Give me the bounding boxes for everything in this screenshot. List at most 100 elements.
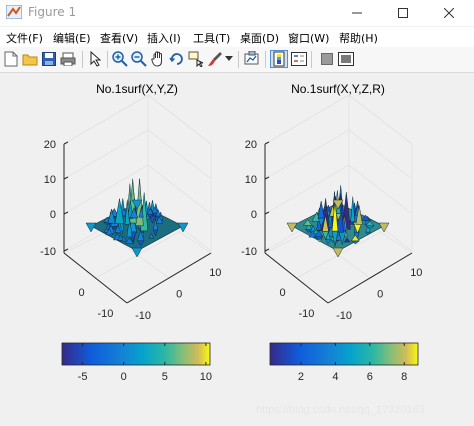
minimize-button[interactable]	[334, 0, 380, 26]
z-tick-mark	[63, 248, 69, 252]
zoom-out-icon[interactable]	[130, 50, 148, 68]
surface-spike	[350, 196, 356, 223]
colorbar-tick-label: -5	[78, 371, 88, 383]
colorbar-tick-label: 4	[332, 371, 338, 383]
surface-spike	[355, 205, 363, 225]
colorbar-right[interactable]: 2 4 6 8	[269, 342, 419, 383]
z-tick-mark	[63, 176, 69, 180]
window-title: Figure 1	[28, 5, 77, 19]
x-axis-line	[126, 252, 212, 304]
surface-spike	[305, 229, 313, 234]
surface-spike	[177, 222, 189, 233]
z-tick-label: 20	[44, 139, 56, 151]
surface-spike	[332, 247, 344, 258]
surface-spike	[146, 213, 154, 218]
x-tick-label: 10	[209, 267, 221, 279]
z-tick-label: 0	[251, 209, 257, 221]
surface-spike	[332, 199, 344, 210]
menu-view[interactable]: 查看(V)	[100, 32, 139, 45]
open-file-icon[interactable]	[21, 50, 39, 68]
surface-axes-left[interactable]: No.1surf(X,Y,Z) 20 10 0 -10 0 -10 10 0 -10	[40, 82, 221, 322]
colorbar-tick-label: 8	[401, 371, 407, 383]
grid-line	[264, 129, 413, 180]
x-tick-label: -10	[336, 310, 352, 322]
link-plot-icon[interactable]	[243, 50, 261, 68]
z-tick-mark	[63, 211, 69, 215]
surface-spike	[105, 228, 114, 236]
menu-help[interactable]: 帮助(H)	[339, 32, 378, 45]
x-axis-line	[327, 252, 413, 304]
colorbar-left[interactable]: -5 0 5 10	[61, 342, 212, 383]
title-bar: Figure 1	[0, 0, 474, 26]
menu-edit[interactable]: 编辑(E)	[53, 32, 91, 45]
surface-spike	[148, 232, 155, 239]
surface-spike	[286, 222, 298, 233]
colorbar-tick-label: 0	[121, 371, 127, 383]
surface-axes-right[interactable]: No.1surf(X,Y,Z,R) 20 10 0 -10 0 -10 10 0 -10	[241, 82, 422, 322]
surface-spike	[129, 207, 139, 219]
menu-insert[interactable]: 插入(I)	[147, 32, 181, 45]
minimize-icon	[352, 12, 362, 14]
surface-spike	[114, 224, 122, 233]
matlab-logo-icon	[6, 5, 22, 19]
grid-line	[63, 129, 212, 180]
y-tick-label: 0	[279, 287, 285, 299]
z-tick-mark	[63, 141, 69, 145]
insert-colorbar-icon[interactable]	[270, 50, 288, 68]
surface-spike	[378, 222, 390, 233]
brush-icon[interactable]	[206, 50, 224, 68]
menu-file[interactable]: 文件(F)	[6, 32, 43, 45]
maximize-button[interactable]	[380, 0, 426, 26]
hide-plot-tools-icon[interactable]	[318, 50, 336, 68]
surface-spike	[325, 239, 331, 245]
maximize-icon	[398, 8, 408, 18]
colorbar-tick-label: 10	[200, 371, 212, 383]
surface-spike	[114, 198, 125, 224]
menu-bar: 文件(F) 编辑(E) 查看(V) 插入(I) 工具(T) 桌面(D) 窗口(W…	[0, 27, 474, 47]
grid-line	[264, 201, 413, 252]
surface-spike	[124, 199, 130, 225]
plot-title: No.1surf(X,Y,Z)	[96, 82, 178, 96]
show-plot-tools-icon[interactable]	[337, 50, 355, 68]
grid-line	[63, 201, 212, 252]
save-icon[interactable]	[40, 50, 58, 68]
z-tick-mark	[264, 248, 270, 252]
surface-spike	[313, 236, 324, 241]
grid-line	[264, 164, 413, 215]
edit-plot-icon[interactable]	[86, 50, 104, 68]
toolbar-separator	[265, 51, 266, 68]
zoom-in-icon[interactable]	[111, 50, 129, 68]
insert-legend-icon[interactable]	[290, 50, 308, 68]
menu-tools[interactable]: 工具(T)	[193, 32, 231, 45]
menu-desktop[interactable]: 桌面(D)	[240, 32, 280, 45]
surface-spike	[364, 225, 375, 229]
pan-icon[interactable]	[149, 50, 167, 68]
colorbar-tick-label: 5	[162, 371, 168, 383]
surface-spike	[136, 240, 145, 247]
x-tick-label: 10	[410, 267, 422, 279]
z-tick-label: 10	[44, 174, 56, 186]
surface-spike	[138, 207, 144, 218]
close-button[interactable]	[426, 0, 472, 26]
toolbar-separator	[82, 51, 83, 68]
surface-mesh	[286, 185, 390, 258]
surface-mesh	[85, 178, 189, 258]
surface-spike	[360, 214, 371, 221]
brush-dropdown-icon[interactable]	[224, 50, 234, 68]
figure-canvas[interactable]: No.1surf(X,Y,Z) 20 10 0 -10 0 -10 10 0 -10 No.1su…	[0, 73, 474, 426]
toolbar	[0, 47, 474, 73]
y-tick-label: -10	[97, 308, 113, 320]
new-figure-icon[interactable]	[2, 50, 20, 68]
grid-line	[264, 94, 413, 145]
surface-spike	[131, 199, 143, 210]
colorbar-gradient	[269, 342, 419, 366]
grid-line	[63, 164, 212, 215]
menu-window[interactable]: 窗口(W)	[288, 32, 330, 45]
z-tick-label: 0	[50, 209, 56, 221]
surface-spike	[117, 234, 124, 241]
data-cursor-icon[interactable]	[187, 50, 205, 68]
surface-spike	[321, 231, 329, 241]
rotate-3d-icon[interactable]	[168, 50, 186, 68]
print-icon[interactable]	[59, 50, 77, 68]
z-tick-label: -10	[40, 246, 56, 258]
